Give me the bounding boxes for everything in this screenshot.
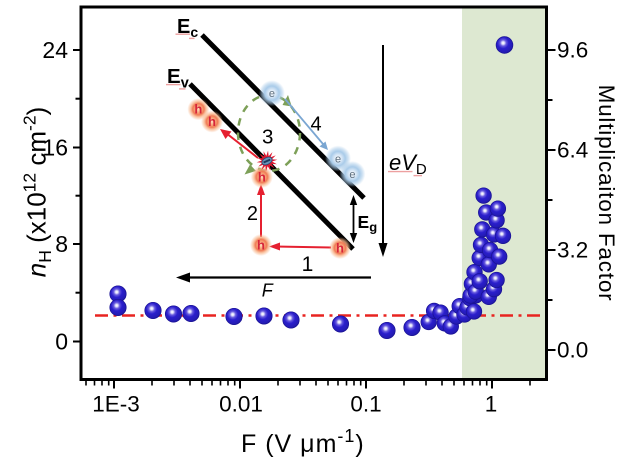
svg-text:h: h [194,102,202,117]
svg-text:9.6: 9.6 [557,38,588,63]
svg-text:e: e [269,88,275,100]
svg-text:h: h [258,170,266,185]
svg-text:F: F [262,281,274,301]
svg-text:0: 0 [55,329,68,355]
svg-text:e: e [335,154,341,166]
svg-text:16: 16 [42,135,68,161]
svg-text:3.2: 3.2 [557,238,588,263]
svg-text:Multiplicaiton Factor: Multiplicaiton Factor [594,85,619,302]
svg-text:8: 8 [55,231,68,257]
svg-text:1E-3: 1E-3 [92,392,140,417]
svg-text:1: 1 [302,253,314,276]
svg-text:h: h [336,241,344,256]
svg-text:0.1: 0.1 [350,392,381,417]
svg-text:4: 4 [310,113,321,135]
svg-text:nH (x1012 cm-2): nH (x1012 cm-2) [20,107,56,278]
svg-text:0.01: 0.01 [219,392,263,417]
svg-text:e: e [349,169,355,181]
svg-text:1: 1 [485,392,498,417]
svg-text:3: 3 [262,125,273,148]
svg-text:h: h [208,114,216,129]
svg-text:6.4: 6.4 [557,138,588,163]
svg-text:2: 2 [247,203,258,225]
svg-text:h: h [257,238,265,253]
svg-text:0.0: 0.0 [557,338,588,363]
svg-text:24: 24 [42,37,68,63]
